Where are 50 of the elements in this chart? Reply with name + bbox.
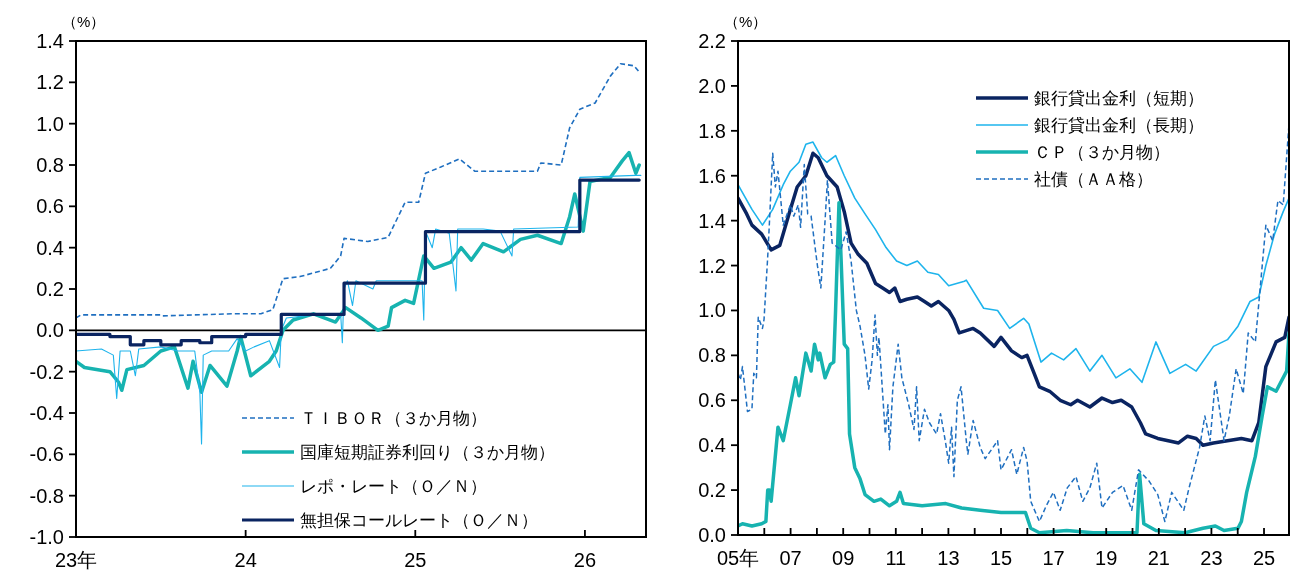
x-tick-label: 23 [1200,547,1223,569]
y-tick-label: 1.2 [698,254,726,277]
legend-label: レポ・レート（Ｏ／Ｎ） [300,477,487,496]
y-tick-label: -0.2 [29,360,64,383]
x-tick-label: 07 [779,547,802,569]
y-tick-label: -0.4 [29,402,64,424]
y-tick-label: -0.6 [29,443,64,466]
y-tick-label: -1.0 [29,526,64,548]
y-tick-label: 1.2 [36,71,64,94]
y-tick-label: 0.2 [36,278,64,300]
x-tick-label: 09 [832,547,855,569]
y-axis-title: （%） [724,13,768,30]
legend-label: 社債（ＡＡ格） [1034,170,1153,189]
y-tick-label: 1.4 [36,30,64,52]
legend-label: 銀行貸出金利（短期） [1034,89,1204,108]
legend-label: 国庫短期証券利回り（３か月物） [300,443,555,462]
legend-label: ＣＰ（３か月物） [1034,143,1170,162]
legend-label: ＴＩＢＯＲ（３か月物） [300,409,487,428]
x-tick-label: 25 [404,549,427,571]
y-tick-label: 2.2 [698,30,726,52]
y-tick-label: 0.6 [698,389,726,412]
x-tick-label: 21 [1147,547,1170,569]
y-tick-label: 0.2 [698,479,726,502]
y-tick-label: 0.0 [698,524,726,546]
y-tick-label: 1.0 [698,299,726,322]
y-tick-label: 1.0 [36,112,64,135]
y-tick-label: 0.0 [36,319,64,342]
y-tick-label: 1.4 [698,209,726,232]
y-tick-label: 0.8 [36,154,64,176]
x-tick-label: 11 [885,547,907,569]
x-tick-label: 13 [937,547,960,569]
y-tick-label: 2.0 [698,74,726,97]
x-tick-label: 15 [989,547,1013,569]
y-tick-label: 0.8 [698,344,726,367]
y-tick-label: 0.4 [698,434,726,457]
legend-label: 無担保コールレート（Ｏ／Ｎ） [300,511,538,530]
x-tick-label: 26 [573,549,597,571]
x-tick-label: 19 [1095,547,1118,569]
y-tick-label: -0.8 [29,484,64,507]
x-tick-label: 23年 [54,549,98,571]
y-axis-title: （%） [62,13,106,30]
y-tick-label: 0.6 [36,195,64,218]
x-tick-label: 17 [1042,547,1065,569]
y-tick-label: 0.4 [36,236,64,259]
x-tick-label: 05年 [716,547,760,569]
y-tick-label: 1.6 [698,164,726,187]
y-tick-label: 1.8 [698,119,726,142]
legend-label: 銀行貸出金利（長期） [1034,116,1204,135]
x-tick-label: 25 [1252,547,1276,569]
x-tick-label: 24 [234,549,257,571]
